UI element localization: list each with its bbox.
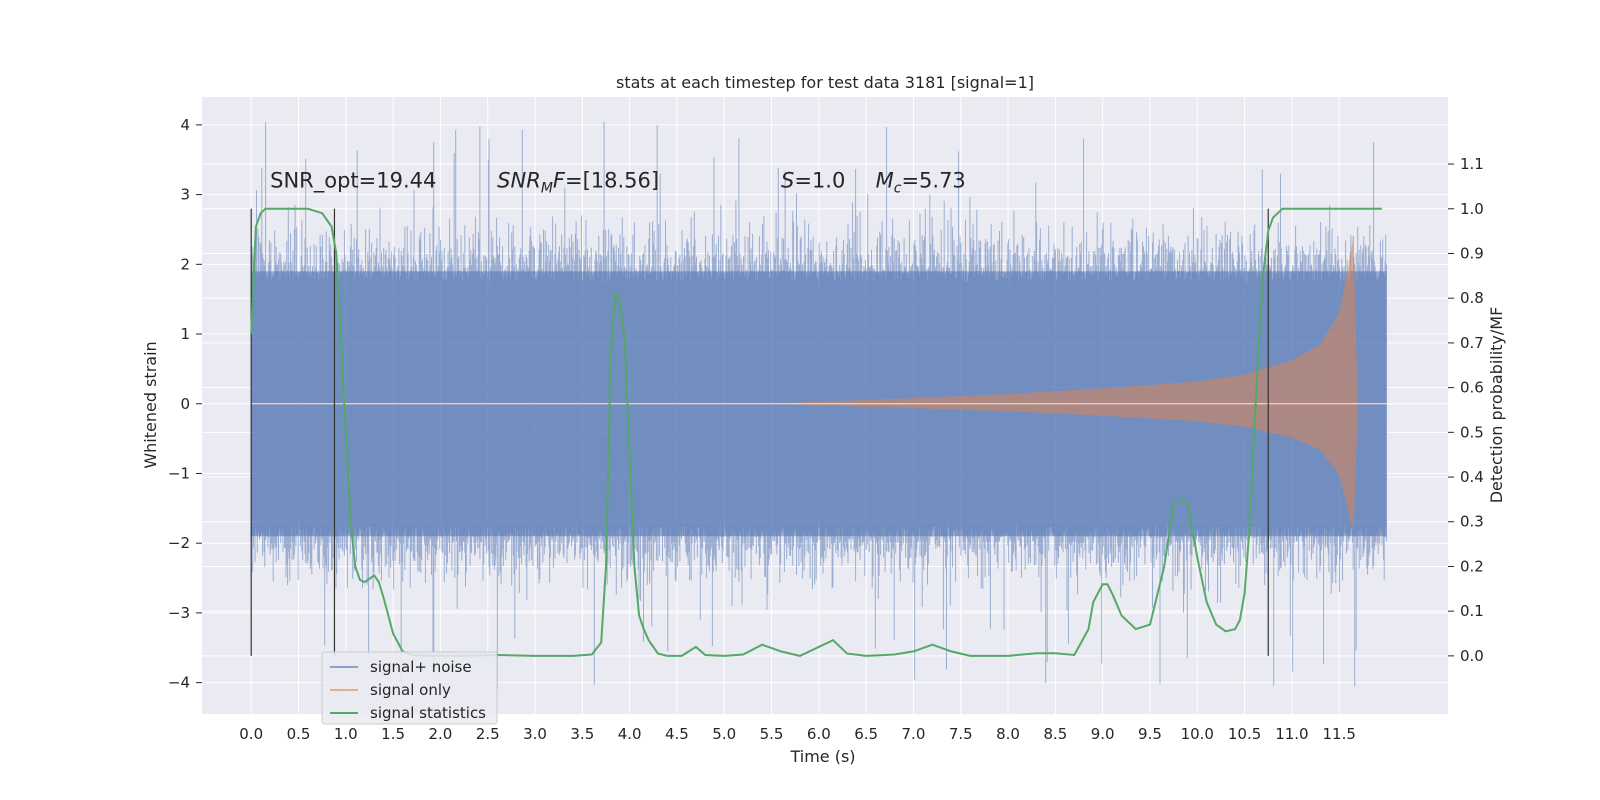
x-tick-label: 5.5: [760, 725, 784, 743]
y-tick-label: 2: [180, 255, 190, 273]
x-tick-label: 7.0: [902, 725, 926, 743]
y-tick-label: −3: [168, 604, 190, 622]
y-tick-label: −2: [168, 534, 190, 552]
legend-box: [321, 651, 498, 725]
x-tick-label: 9.5: [1138, 725, 1162, 743]
x-tick-label: 6.0: [807, 725, 831, 743]
x-tick-label: 6.5: [854, 725, 878, 743]
x-axis-label: Time (s): [789, 747, 855, 766]
x-tick-label: 11.0: [1275, 725, 1308, 743]
x-tick-label: 10.0: [1181, 725, 1214, 743]
x-tick-label: 1.5: [381, 725, 405, 743]
annotation-text: Mc=5.73: [876, 169, 966, 197]
legend-label: signal statistics: [370, 704, 486, 722]
x-tick-label: 4.0: [618, 725, 642, 743]
y-tick-label: 1: [180, 325, 190, 343]
x-tick-label: 7.5: [949, 725, 973, 743]
x-tick-label: 0.0: [239, 725, 263, 743]
chart-title: stats at each timestep for test data 318…: [616, 73, 1034, 92]
annotation-text: SNR_opt=19.44: [270, 169, 436, 194]
x-tick-label: 9.0: [1091, 725, 1115, 743]
y2-tick-label: 0.5: [1460, 423, 1484, 441]
x-tick-label: 0.5: [287, 725, 311, 743]
y-tick-label: −1: [168, 464, 190, 482]
y2-tick-label: 0.0: [1460, 647, 1484, 665]
x-tick-label: 3.0: [523, 725, 547, 743]
y-axis-label: Whitened strain: [141, 341, 160, 468]
y2-axis-label: Detection probability/MF: [1487, 307, 1506, 504]
y-tick-label: 0: [180, 395, 190, 413]
x-tick-label: 2.5: [476, 725, 500, 743]
y-tick-label: −4: [168, 674, 190, 692]
x-tick-label: 5.0: [712, 725, 736, 743]
x-tick-label: 2.0: [428, 725, 452, 743]
y2-tick-label: 0.1: [1460, 602, 1484, 620]
y2-tick-label: 1.1: [1460, 155, 1484, 173]
axes: 0.0 0.5 1.0 1.5 2.0 2.5 3.0 3.5 4.0 4.5 5.0 5.5 6.0 6…: [168, 116, 1484, 743]
y-tick-label: 3: [180, 186, 190, 204]
x-tick-label: 1.0: [334, 725, 358, 743]
signal-statistics-line: [250, 207, 1382, 657]
annotation-text: S=1.0: [781, 169, 845, 193]
y2-tick-label: 0.8: [1460, 289, 1484, 307]
x-tick-label: 3.5: [570, 725, 594, 743]
signal-only-chirp: [771, 236, 1358, 535]
plot-content: [202, 121, 1448, 690]
y2-tick-label: 1.0: [1460, 200, 1484, 218]
annotation-text: SNRMF=[18.56]: [497, 169, 659, 197]
y2-tick-label: 0.6: [1460, 379, 1484, 397]
y2-tick-label: 0.2: [1460, 557, 1484, 575]
annotations: SNR_opt=19.44 SNRMF=[18.56] S=1.0 Mc=5.73: [270, 169, 966, 197]
x-tick-label: 8.5: [1043, 725, 1067, 743]
legend: signal+ noise signal only signal statistic…: [321, 651, 498, 725]
legend-label: signal only: [370, 681, 451, 699]
x-tick-label: 4.5: [665, 725, 689, 743]
x-tick-label: 8.0: [996, 725, 1020, 743]
y2-tick-label: 0.9: [1460, 244, 1484, 262]
y2-tick-label: 0.7: [1460, 334, 1484, 352]
legend-label: signal+ noise: [370, 658, 472, 676]
y2-tick-label: 0.4: [1460, 468, 1484, 486]
x-tick-label: 10.5: [1228, 725, 1261, 743]
y2-tick-label: 0.3: [1460, 513, 1484, 531]
x-tick-label: 11.5: [1322, 725, 1355, 743]
y-tick-label: 4: [180, 116, 190, 134]
